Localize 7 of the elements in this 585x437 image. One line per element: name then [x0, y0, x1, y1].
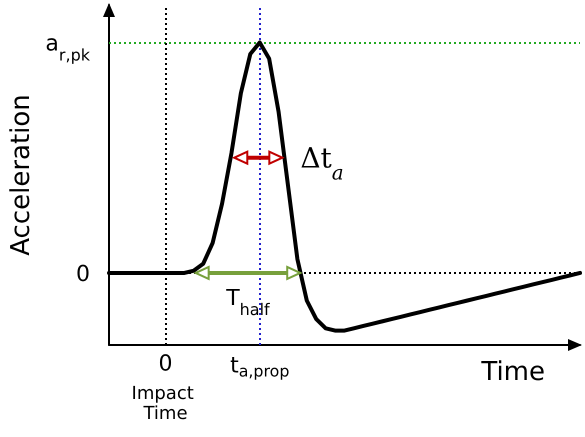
x-axis-title: Time [480, 357, 545, 387]
ref-line-label: 0 [76, 262, 90, 287]
annotation: Δt$_{a}$ [300, 142, 344, 185]
ref-line-label: Impact Time [132, 383, 200, 424]
ref-line-label: a$_{r,pk}$ [45, 31, 91, 64]
annotation: T$_{half}$ [225, 286, 270, 318]
y-axis-title: Acceleration [6, 94, 36, 256]
